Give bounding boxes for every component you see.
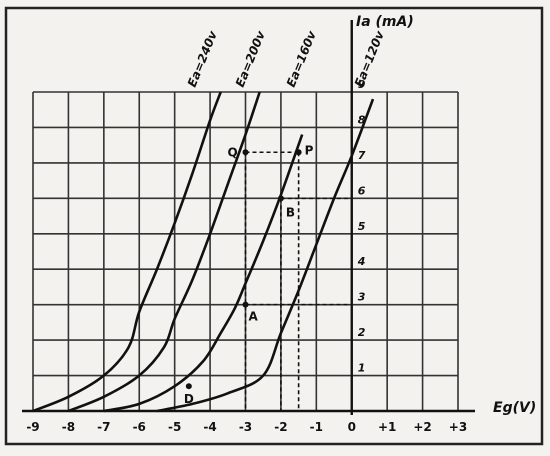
x-tick-label: 0 [348, 420, 356, 434]
y-tick-label: 7 [358, 149, 366, 162]
point-label: A [249, 310, 259, 324]
point-marker [242, 301, 249, 308]
point-marker [185, 383, 192, 390]
point-label: Q [228, 145, 238, 159]
point-label: B [286, 205, 295, 219]
x-tick-label: -7 [97, 420, 110, 434]
point-marker [242, 149, 249, 156]
curves [32, 91, 375, 413]
y-tick-label: 1 [358, 362, 366, 375]
axes [22, 20, 475, 415]
x-tick-label: +1 [378, 420, 396, 434]
y-tick-label: 3 [358, 291, 366, 304]
series-line [156, 98, 375, 413]
point-marker [295, 149, 302, 156]
x-tick-label: -4 [203, 420, 216, 434]
series-label: Ea=120v [352, 28, 388, 89]
x-tick-label: +3 [449, 420, 467, 434]
series-line [32, 91, 222, 413]
x-tick-label: -2 [274, 420, 287, 434]
x-tick-label: -5 [168, 420, 181, 434]
y-tick-label: 6 [358, 184, 366, 197]
x-tick-label: -8 [62, 420, 75, 434]
series-label: Ea=200v [233, 28, 269, 89]
x-tick-label: +2 [413, 420, 431, 434]
x-tick-label: -1 [310, 420, 323, 434]
y-tick-label: 4 [357, 255, 366, 268]
y-tick-label: 2 [358, 326, 366, 339]
y-tick-label: 8 [358, 113, 366, 126]
y-tick-label: 5 [358, 220, 366, 233]
series-label: Ea=160v [284, 28, 320, 89]
y-axis-title: Ia (mA) [356, 14, 414, 30]
x-tick-label: -9 [26, 420, 39, 434]
point-label: D [184, 392, 194, 406]
grid [32, 91, 459, 411]
series-label: Ea=240v [185, 28, 221, 89]
y-tick-label: 9 [358, 78, 366, 91]
point-label: P [305, 143, 314, 157]
x-axis-title: Eg(V) [493, 400, 536, 416]
x-tick-label: -3 [239, 420, 252, 434]
figure-border [4, 6, 544, 446]
series-line [103, 134, 304, 413]
series-line [67, 91, 261, 413]
x-tick-label: -6 [133, 420, 146, 434]
marked-points [185, 149, 302, 390]
point-marker [277, 195, 284, 202]
